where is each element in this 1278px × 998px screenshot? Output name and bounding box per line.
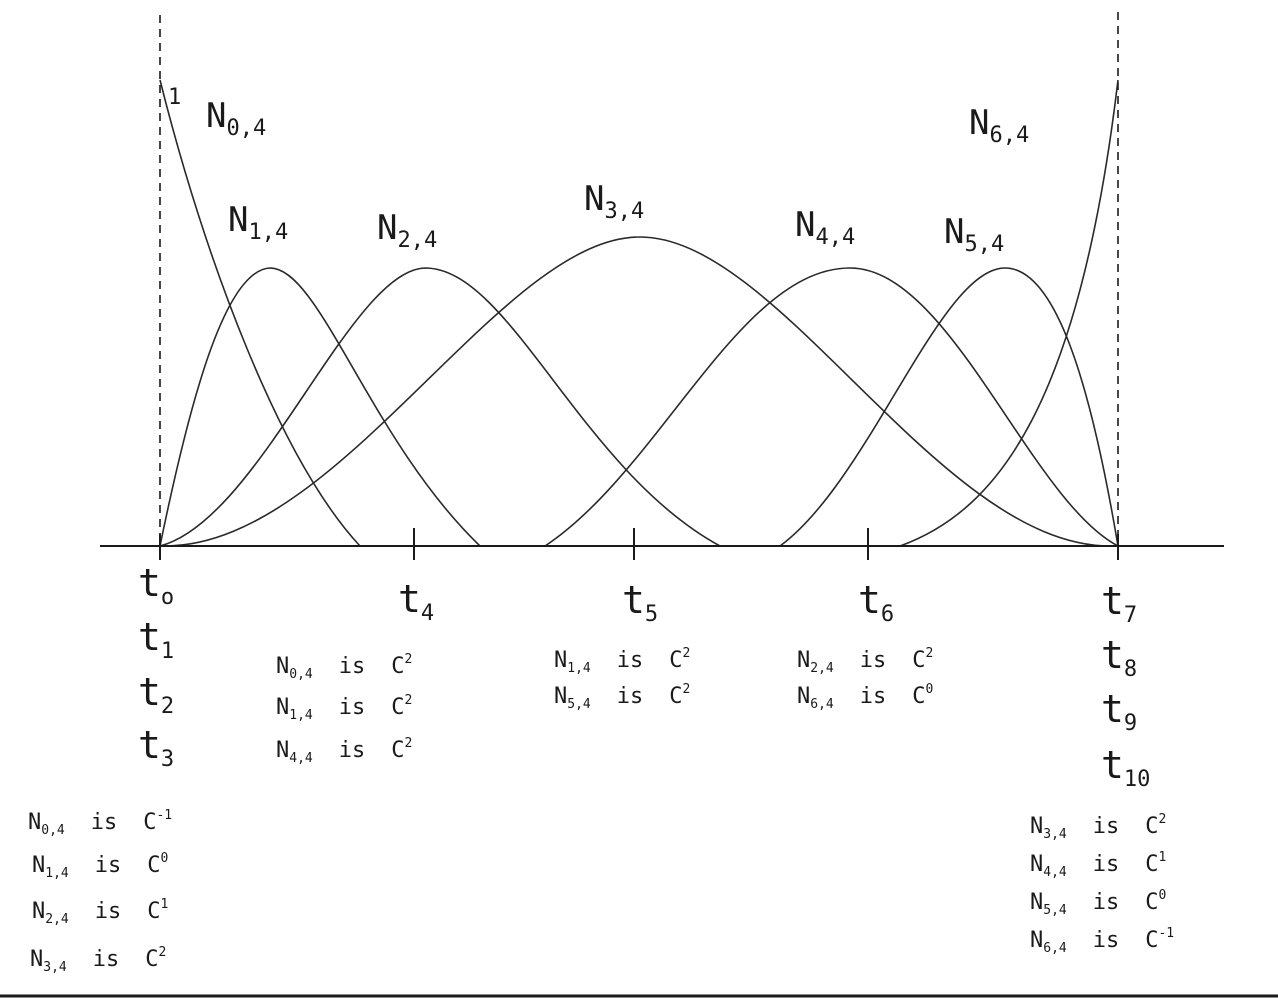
curve-n34 xyxy=(164,236,1111,547)
label-n34: N3,4 xyxy=(584,179,644,224)
knot-t5: t5 xyxy=(622,578,658,627)
continuity-line: N1,4 is C2 xyxy=(276,693,412,723)
knot-t10: t10 xyxy=(1101,743,1150,792)
continuity-line: N5,4 is C0 xyxy=(1030,888,1166,918)
curve-n54 xyxy=(779,267,1119,547)
continuity-line: N1,4 is C0 xyxy=(32,851,168,881)
continuity-line: N1,4 is C2 xyxy=(554,646,690,676)
continuity-line: N3,4 is C2 xyxy=(30,945,166,975)
knot-t7: t7 xyxy=(1101,579,1137,628)
continuity-group-t7: N3,4 is C2 N4,4 is C1 N5,4 is C0 N6,4 is C-1 xyxy=(1030,812,1174,956)
continuity-line: N0,4 is C2 xyxy=(276,652,412,682)
continuity-group-t4: N0,4 is C2 N1,4 is C2 N4,4 is C2 xyxy=(276,652,412,766)
label-n14: N1,4 xyxy=(228,200,288,245)
continuity-line: N6,4 is C0 xyxy=(797,682,933,712)
continuity-line: N4,4 is C1 xyxy=(1030,850,1166,880)
label-n54: N5,4 xyxy=(944,212,1004,257)
knot-t3: t3 xyxy=(138,723,174,772)
knot-t0: to xyxy=(138,561,174,610)
curve-n04 xyxy=(159,79,361,547)
continuity-line: N4,4 is C2 xyxy=(276,736,412,766)
label-n64: N6,4 xyxy=(969,103,1029,148)
knot-t6: t6 xyxy=(858,578,894,627)
continuity-line: N5,4 is C2 xyxy=(554,682,690,712)
label-n24: N2,4 xyxy=(377,208,437,253)
continuity-line: N2,4 is C2 xyxy=(797,646,933,676)
continuity-line: N6,4 is C-1 xyxy=(1030,926,1174,956)
continuity-line: N0,4 is C-1 xyxy=(28,808,172,838)
knot-t2: t2 xyxy=(138,670,174,719)
label-n44: N4,4 xyxy=(795,205,855,250)
curve-n24 xyxy=(159,267,721,547)
knot-t4: t4 xyxy=(398,577,434,626)
continuity-line: N2,4 is C1 xyxy=(32,897,168,927)
continuity-group-t0: N0,4 is C-1 N1,4 is C0 N2,4 is C1 N3,4 is C2 xyxy=(28,808,172,975)
knot-t8: t8 xyxy=(1101,633,1137,682)
continuity-line: N3,4 is C2 xyxy=(1030,812,1166,842)
knot-t9: t9 xyxy=(1101,687,1137,736)
curve-n44 xyxy=(544,267,1119,547)
curve-n64 xyxy=(899,79,1119,547)
label-n04: N0,4 xyxy=(206,96,266,141)
knot-t1: t1 xyxy=(138,615,174,664)
continuity-group-t5: N1,4 is C2 N5,4 is C2 xyxy=(554,646,690,712)
curve-n14 xyxy=(159,267,481,547)
unit-height-label: 1 xyxy=(168,85,181,110)
continuity-group-t6: N2,4 is C2 N6,4 is C0 xyxy=(797,646,933,712)
